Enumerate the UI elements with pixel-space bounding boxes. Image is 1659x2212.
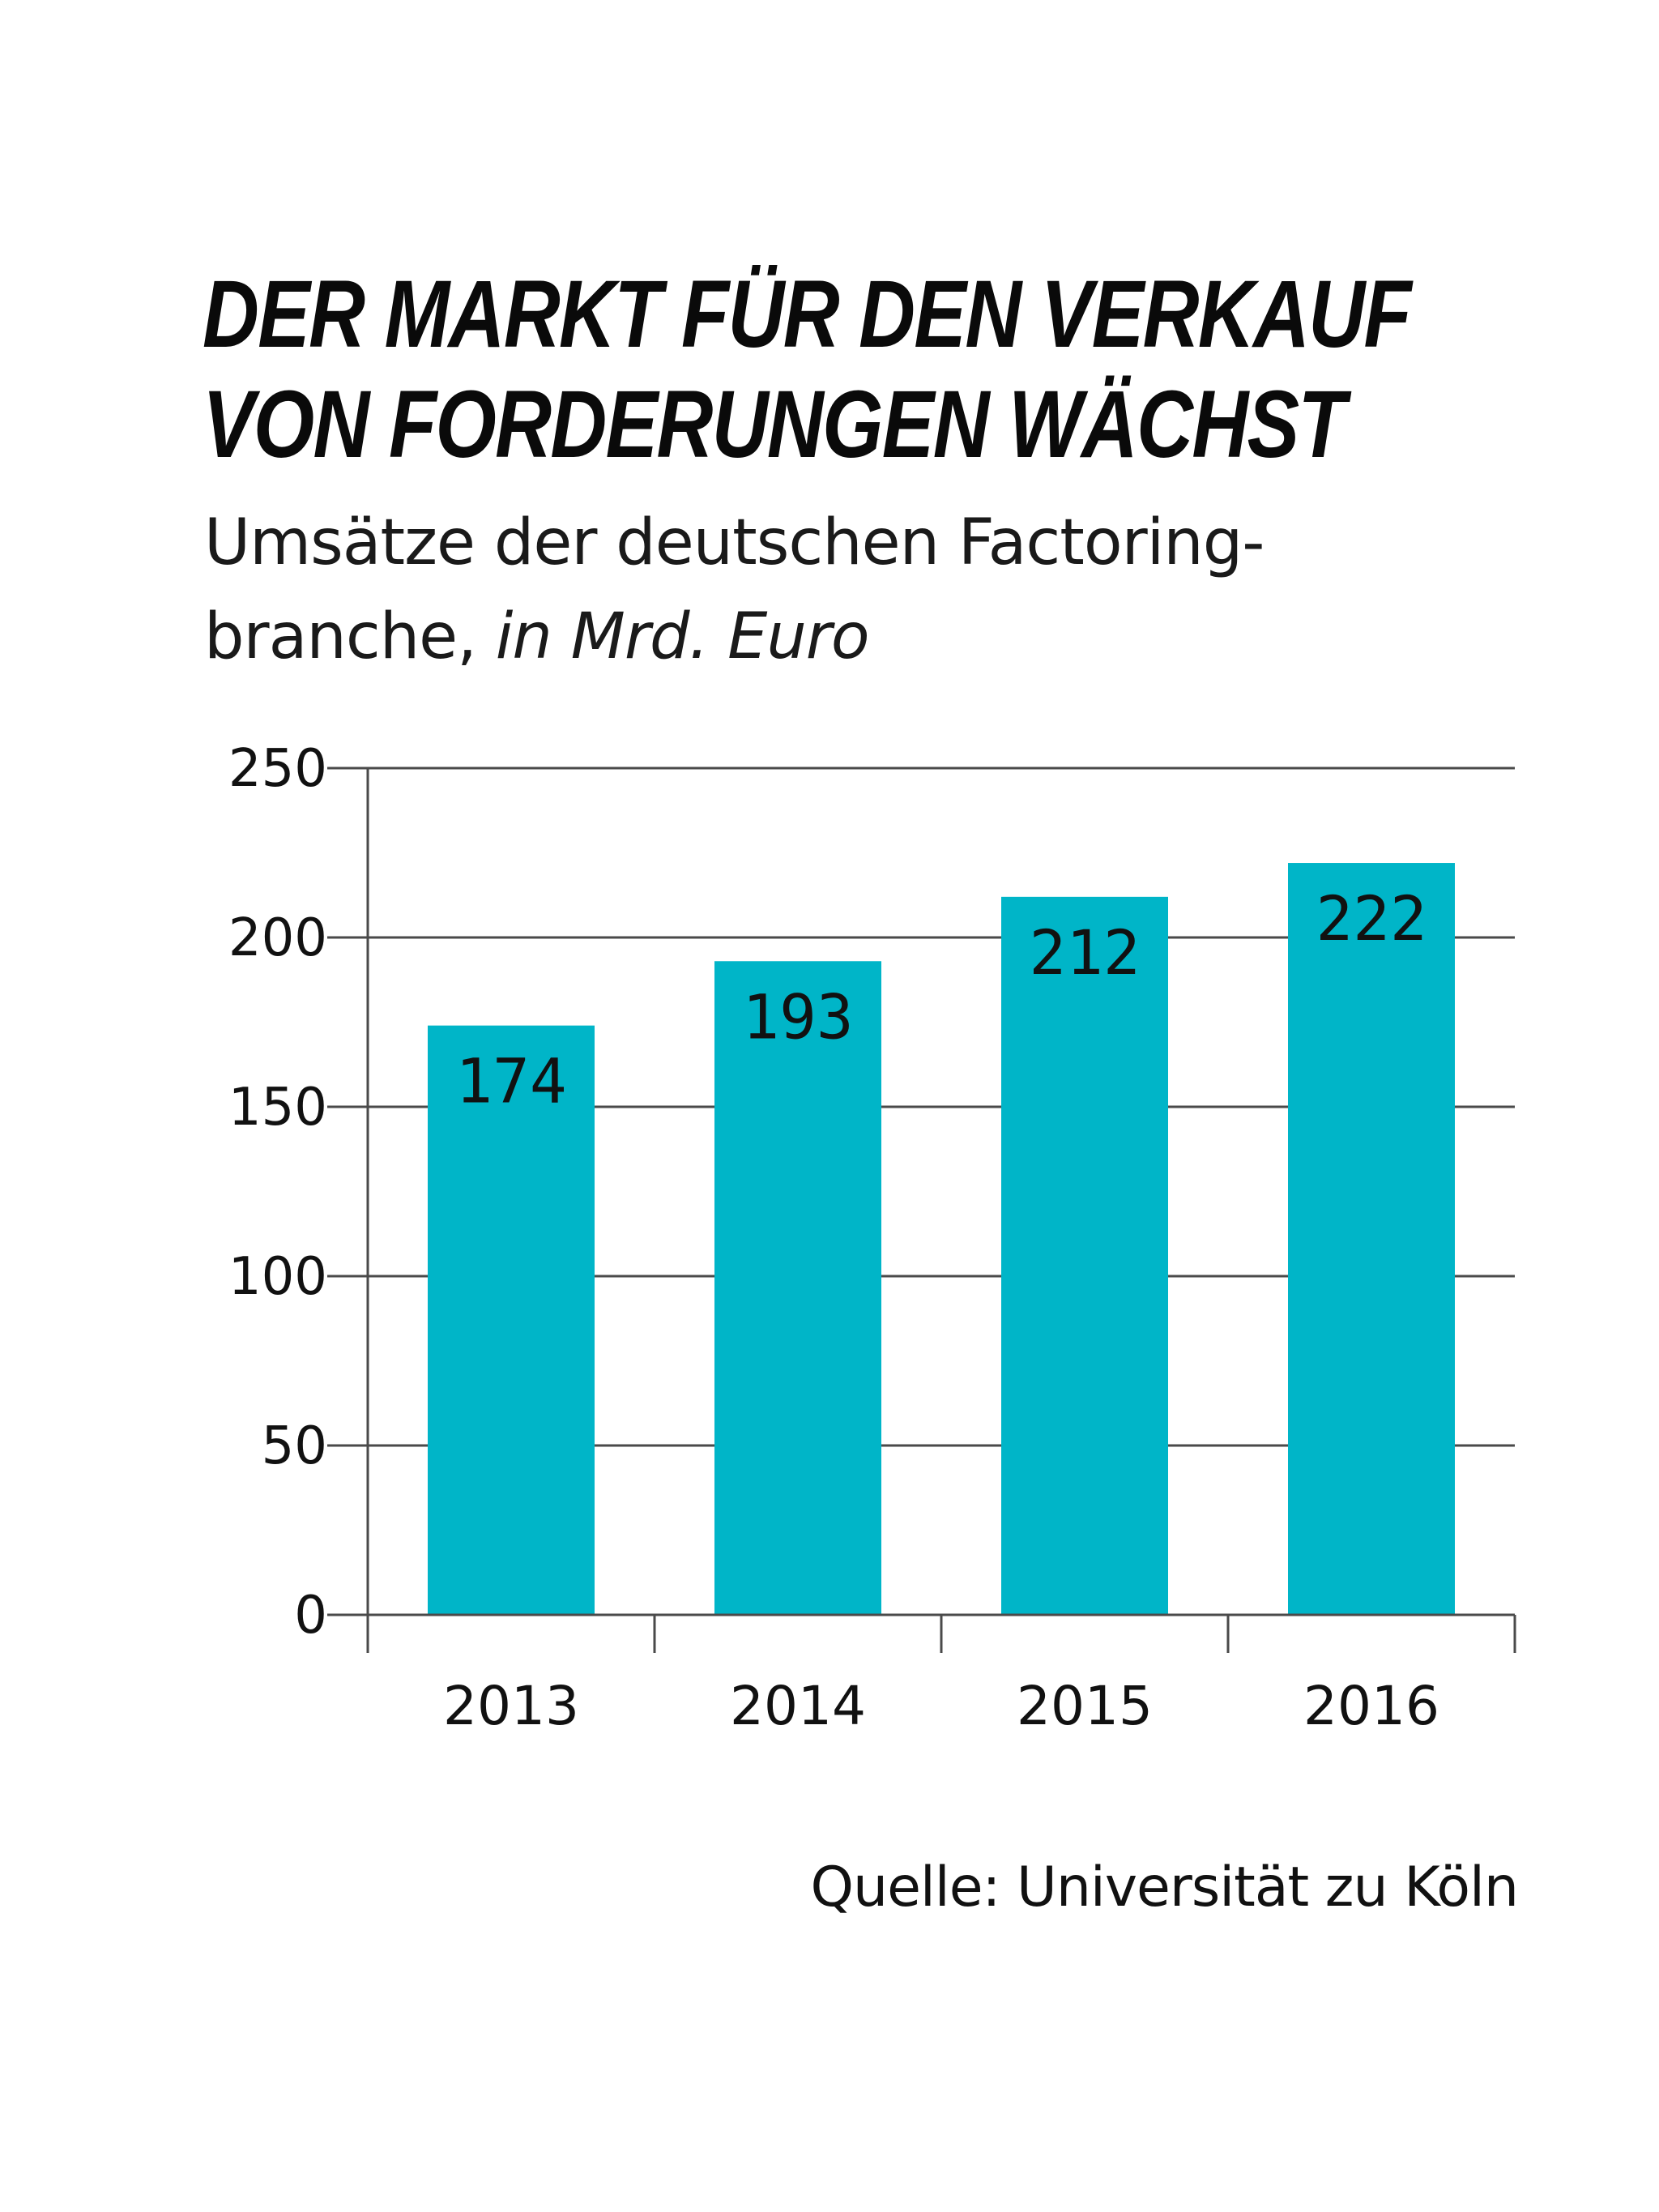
chart-title-line-2: VON FORDERUNGEN WÄCHST (203, 371, 1346, 478)
label-layer: 0 50 100 150 200 250 174 2013 193 2014 212 2015 222 2… (228, 739, 1439, 1737)
bar-2015 (1001, 896, 1168, 1615)
data-label-2016: 222 (1316, 882, 1427, 954)
x-tick-label-2013: 2013 (443, 1675, 579, 1737)
y-tick-label-250: 250 (228, 739, 327, 799)
chart-subtitle-line-1: Umsätze der deutschen Factoring- (204, 506, 1265, 579)
bar-2013 (428, 1025, 595, 1615)
axis-layer (327, 768, 1516, 1653)
bar-2016 (1288, 863, 1455, 1615)
y-tick-label-150: 150 (228, 1078, 327, 1138)
chart-subtitle-line-2: branche, in Mrd. Euro (204, 590, 1500, 684)
y-tick-label-200: 200 (228, 908, 327, 968)
chart-title: DER MARKT FÜR DEN VERKAUF VON FORDERUNGE… (203, 259, 1412, 480)
y-tick-label-50: 50 (262, 1416, 327, 1476)
x-tick-label-2014: 2014 (730, 1675, 866, 1737)
chart-title-line-1: DER MARKT FÜR DEN VERKAUF (203, 261, 1412, 368)
data-label-2014: 193 (742, 980, 853, 1053)
bar-2014 (714, 961, 881, 1615)
chart-unit: in Mrd. Euro (495, 600, 870, 673)
data-label-2013: 174 (455, 1045, 566, 1117)
chart-subtitle: Umsätze der deutschen Factoring- branche… (204, 496, 1500, 684)
bar-layer (428, 863, 1455, 1615)
x-tick-label-2015: 2015 (1017, 1675, 1153, 1737)
source-note: Quelle: Universität zu Köln (810, 1855, 1519, 1919)
y-tick-label-0: 0 (294, 1586, 327, 1646)
y-tick-label-100: 100 (228, 1247, 327, 1307)
chart-subtitle-text: branche, (204, 600, 477, 673)
x-tick-label-2016: 2016 (1303, 1675, 1439, 1737)
data-label-2015: 212 (1029, 916, 1140, 989)
